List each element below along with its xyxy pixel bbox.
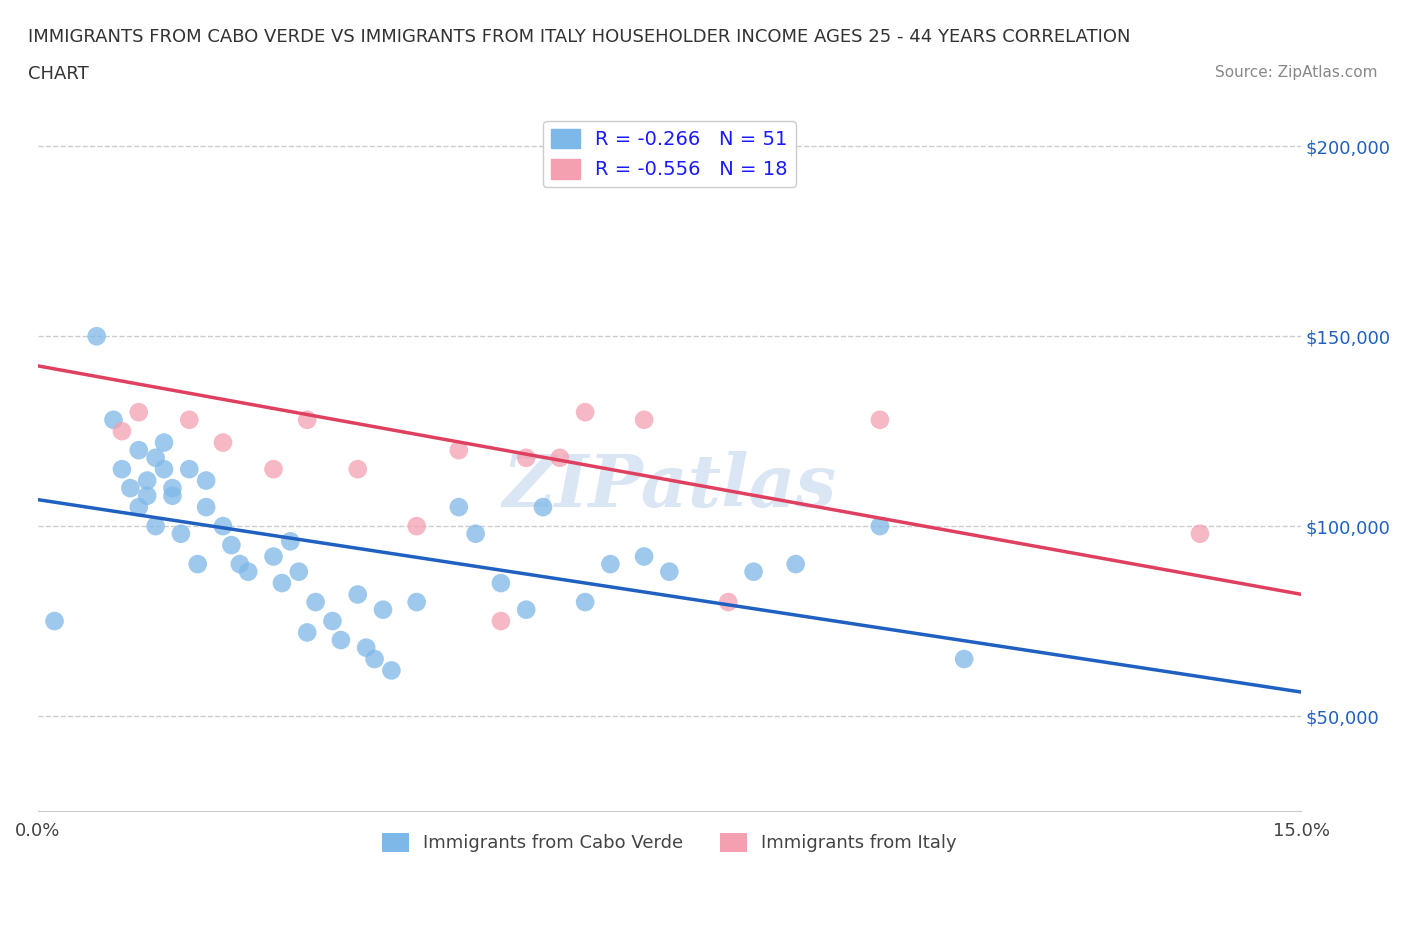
Point: [128, 443, 150, 458]
Point: [869, 412, 891, 427]
Point: [295, 412, 318, 427]
Text: IMMIGRANTS FROM CABO VERDE VS IMMIGRANTS FROM ITALY HOUSEHOLDER INCOME AGES 25 -: IMMIGRANTS FROM CABO VERDE VS IMMIGRANTS…: [28, 28, 1130, 46]
Point: [120, 481, 142, 496]
Point: [447, 443, 470, 458]
Point: [179, 412, 201, 427]
Point: [717, 594, 740, 609]
Point: [329, 632, 352, 647]
Point: [489, 614, 512, 629]
Point: [287, 565, 309, 579]
Point: [195, 499, 218, 514]
Point: [170, 526, 193, 541]
Point: [153, 461, 176, 476]
Point: [346, 461, 368, 476]
Legend: Immigrants from Cabo Verde, Immigrants from Italy: Immigrants from Cabo Verde, Immigrants f…: [374, 826, 965, 859]
Point: [86, 329, 108, 344]
Point: [531, 499, 554, 514]
Point: [380, 663, 402, 678]
Point: [179, 461, 201, 476]
Point: [304, 594, 326, 609]
Point: [489, 576, 512, 591]
Text: CHART: CHART: [28, 65, 89, 83]
Point: [742, 565, 765, 579]
Point: [295, 625, 318, 640]
Point: [145, 450, 167, 465]
Point: [785, 557, 807, 572]
Point: [953, 652, 976, 667]
Point: [280, 534, 302, 549]
Point: [633, 549, 655, 564]
Point: [633, 412, 655, 427]
Point: [371, 603, 394, 618]
Point: [869, 519, 891, 534]
Point: [238, 565, 260, 579]
Point: [405, 594, 427, 609]
Point: [162, 481, 184, 496]
Point: [263, 549, 285, 564]
Point: [187, 557, 209, 572]
Point: [128, 405, 150, 419]
Point: [271, 576, 294, 591]
Point: [153, 435, 176, 450]
Point: [574, 594, 596, 609]
Point: [464, 526, 486, 541]
Point: [111, 461, 134, 476]
Text: ZIPatlas: ZIPatlas: [502, 451, 837, 522]
Point: [145, 519, 167, 534]
Point: [103, 412, 125, 427]
Point: [44, 614, 66, 629]
Point: [195, 473, 218, 488]
Text: Source: ZipAtlas.com: Source: ZipAtlas.com: [1215, 65, 1378, 80]
Point: [363, 652, 385, 667]
Point: [1188, 526, 1211, 541]
Point: [574, 405, 596, 419]
Point: [153, 0, 176, 2]
Point: [321, 614, 343, 629]
Point: [136, 488, 159, 503]
Point: [136, 473, 159, 488]
Point: [346, 587, 368, 602]
Point: [548, 450, 571, 465]
Point: [221, 538, 243, 552]
Point: [447, 499, 470, 514]
Point: [515, 603, 537, 618]
Point: [212, 519, 235, 534]
Point: [515, 450, 537, 465]
Point: [658, 565, 681, 579]
Point: [263, 461, 285, 476]
Point: [229, 557, 252, 572]
Point: [162, 488, 184, 503]
Point: [405, 519, 427, 534]
Point: [354, 640, 377, 655]
Point: [212, 435, 235, 450]
Point: [111, 424, 134, 439]
Point: [599, 557, 621, 572]
Point: [128, 499, 150, 514]
